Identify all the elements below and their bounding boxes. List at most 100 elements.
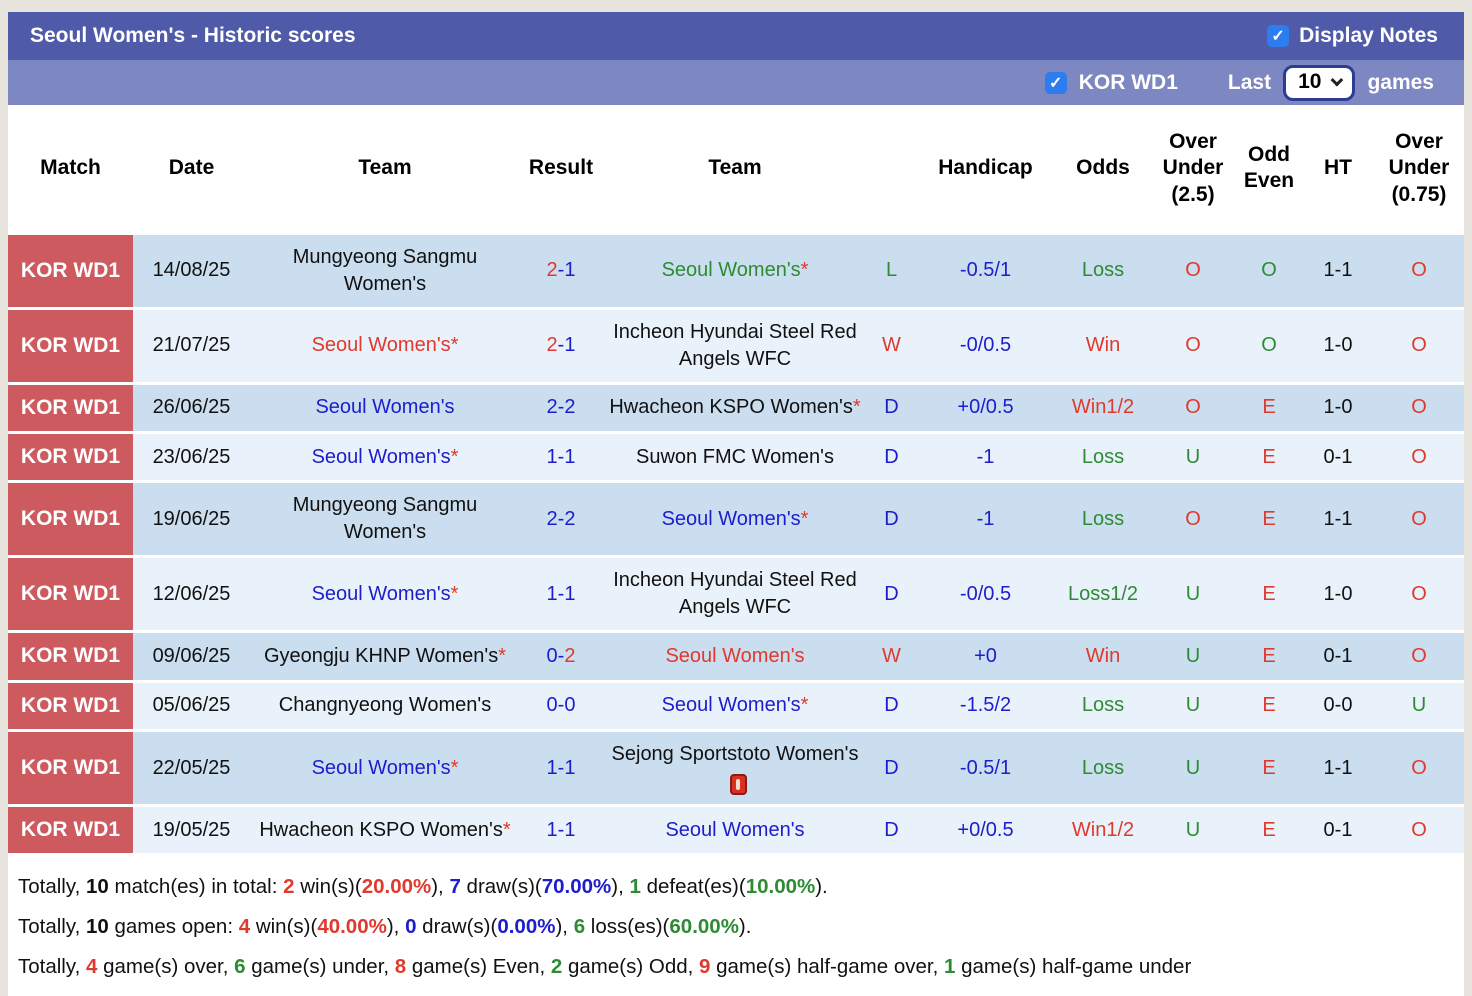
home-team-cell: Seoul Women's* <box>250 431 520 482</box>
chevron-down-icon <box>1331 73 1344 87</box>
over-under-2-5-cell: O <box>1150 480 1236 557</box>
over-under-0-75-cell: O <box>1374 431 1464 482</box>
away-team-cell: Seoul Women's <box>602 804 868 854</box>
table-header-row: Match Date Team Result Team Handicap Odds Over … <box>8 105 1464 234</box>
team-name: Seoul Women's <box>311 334 451 357</box>
summary-segment: 7 <box>449 875 461 899</box>
summary-segment: win(s)( <box>294 875 362 899</box>
result-cell: 1-1 <box>520 431 602 482</box>
home-score: 2 <box>546 334 558 357</box>
away-team-cell: Incheon Hyundai Steel Red Angels WFC <box>602 306 868 384</box>
table-row: KOR WD1 12/06/25 Seoul Women's* 1-1 Incheon … <box>8 555 1464 632</box>
column-header: Over Under (0.75) <box>1374 105 1464 234</box>
games-count-value: 10 <box>1298 69 1322 93</box>
summary-segment: game(s) under, <box>245 954 395 978</box>
summary-segment: draw(s)( <box>460 875 542 899</box>
home-team-cell: Hwacheon KSPO Women's* <box>250 804 520 854</box>
date-cell: 14/08/25 <box>133 231 250 309</box>
home-team-cell: Seoul Women's* <box>250 306 520 384</box>
over-under-2-5-cell: U <box>1150 630 1236 682</box>
score-dash: - <box>557 756 565 779</box>
display-notes-label: Display Notes <box>1299 24 1438 47</box>
date-cell: 23/06/25 <box>133 431 250 482</box>
odds-cell: Loss <box>1056 480 1150 557</box>
date-cell: 21/07/25 <box>133 306 250 384</box>
summary-segment: loss(es)( <box>585 915 670 939</box>
summary-segment: 2 <box>550 954 563 978</box>
home-team-cell: Mungyeong Sangmu Women's <box>250 231 520 309</box>
away-score: 0 <box>564 694 576 717</box>
summary-segment: 2 <box>283 875 295 899</box>
wdl-cell: D <box>868 729 915 806</box>
home-score: 2 <box>546 259 558 282</box>
over-under-0-75-cell: O <box>1374 729 1464 806</box>
summary-segment: game(s) half-game over, <box>710 954 944 978</box>
score-dash: - <box>557 645 565 668</box>
odds-cell: Win <box>1056 306 1150 384</box>
last-label: Last <box>1227 70 1272 94</box>
red-card-icon <box>729 774 747 796</box>
score-dash: - <box>557 334 565 357</box>
over-under-0-75-cell: O <box>1374 804 1464 854</box>
result-cell: 2-2 <box>520 381 602 433</box>
over-under-2-5-cell: O <box>1150 231 1236 309</box>
date-cell: 09/06/25 <box>133 630 250 682</box>
table-row: KOR WD1 19/05/25 Hwacheon KSPO Women's* 1-1… <box>8 804 1464 854</box>
team-name: Incheon Hyundai Steel Red Angels WFC <box>613 320 857 370</box>
away-score: 2 <box>564 645 576 668</box>
table-row: KOR WD1 05/06/25 Changnyeong Women's 0-0 Seo… <box>8 679 1464 731</box>
away-score: 1 <box>564 334 576 357</box>
red-card-bar <box>736 779 740 791</box>
ht-cell: 1-1 <box>1302 480 1374 557</box>
league-badge: KOR WD1 <box>8 555 133 632</box>
asterisk: * <box>450 334 459 357</box>
wdl-cell: D <box>868 480 915 557</box>
league-badge: KOR WD1 <box>8 729 133 806</box>
summary-segment: 8 <box>394 954 407 978</box>
summary-section: Totally, 10 match(es) in total: 2 win(s)… <box>8 853 1464 996</box>
asterisk: * <box>502 818 511 841</box>
table-row: KOR WD1 09/06/25 Gyeongju KHNP Women's* 0-2… <box>8 630 1464 682</box>
wdl-cell: D <box>868 555 915 632</box>
display-notes-checkbox[interactable]: ✓ <box>1267 25 1290 47</box>
summary-segment: ), <box>386 915 406 939</box>
home-team-cell: Seoul Women's* <box>250 729 520 806</box>
table-row: KOR WD1 19/06/25 Mungyeong Sangmu Women's 2… <box>8 480 1464 557</box>
team-name: Changnyeong Women's <box>278 694 492 717</box>
wdl-cell: D <box>868 679 915 731</box>
odd-even-cell: E <box>1236 431 1302 482</box>
wdl-cell: L <box>868 231 915 309</box>
handicap-cell: +0/0.5 <box>915 804 1056 854</box>
handicap-cell: -1.5/2 <box>915 679 1056 731</box>
result-cell: 0-2 <box>520 630 602 682</box>
summary-segment: games open: <box>108 915 239 939</box>
team-name: Mungyeong Sangmu Women's <box>292 245 478 295</box>
home-team-cell: Changnyeong Women's <box>250 679 520 731</box>
odds-cell: Loss <box>1056 679 1150 731</box>
home-score: 2 <box>546 396 558 419</box>
odd-even-cell: O <box>1236 231 1302 309</box>
odds-cell: Win <box>1056 630 1150 682</box>
asterisk: * <box>852 396 861 419</box>
away-team-cell: Seoul Women's <box>602 630 868 682</box>
table-row: KOR WD1 14/08/25 Mungyeong Sangmu Women's 2… <box>8 231 1464 309</box>
result-cell: 1-1 <box>520 804 602 854</box>
result-cell: 2-1 <box>520 306 602 384</box>
league-badge: KOR WD1 <box>8 480 133 557</box>
over-under-2-5-cell: O <box>1150 306 1236 384</box>
team-name: Incheon Hyundai Steel Red Angels WFC <box>613 569 857 619</box>
games-count-select[interactable]: 10 <box>1283 64 1356 101</box>
away-score: 1 <box>564 818 576 841</box>
odd-even-cell: E <box>1236 729 1302 806</box>
home-score: 1 <box>546 445 558 468</box>
asterisk: * <box>450 582 459 605</box>
league-filter-checkbox[interactable]: ✓ <box>1044 71 1067 94</box>
league-badge: KOR WD1 <box>8 804 133 854</box>
over-under-0-75-cell: U <box>1374 679 1464 731</box>
odd-even-cell: O <box>1236 306 1302 384</box>
summary-segment: 0.00% <box>497 915 556 939</box>
league-filter-label: KOR WD1 <box>1078 70 1178 94</box>
team-name: Seoul Women's <box>665 645 805 668</box>
team-name: Seoul Women's <box>661 507 801 530</box>
date-cell: 12/06/25 <box>133 555 250 632</box>
